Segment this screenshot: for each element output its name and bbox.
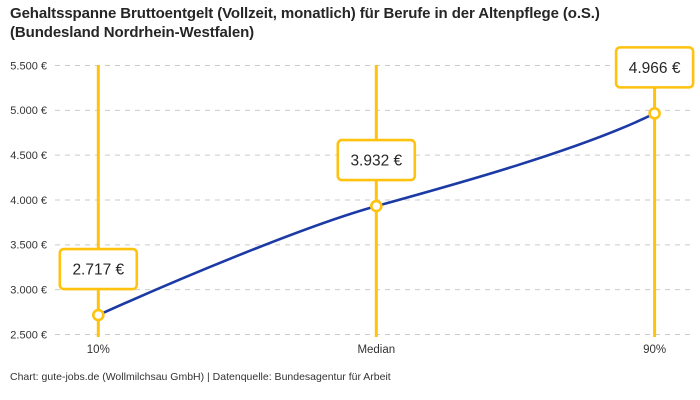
data-point-marker [92, 308, 105, 322]
y-axis-tick-label: 5.500 € [10, 60, 47, 72]
value-callout-box [614, 46, 695, 89]
value-callout-text: 3.932 € [350, 153, 402, 170]
x-axis-tick-label: 90% [643, 344, 666, 356]
x-axis-tick-label: 10% [87, 344, 110, 356]
value-callout-box [58, 247, 139, 291]
y-axis-tick-label: 3.000 € [10, 284, 47, 296]
x-axis-tick-label: Median [357, 344, 395, 356]
y-axis-tick-label: 4.000 € [10, 195, 47, 207]
value-callout-text: 2.717 € [72, 262, 124, 279]
y-axis-tick-label: 5.000 € [10, 105, 47, 117]
y-axis-tick-label: 4.500 € [10, 150, 47, 162]
chart-attribution: Chart: gute-jobs.de (Wollmilchsau GmbH) … [10, 371, 391, 383]
chart-title-line2: (Bundesland Nordrhein-Westfalen) [10, 24, 255, 41]
chart-title-line1: Gehaltsspanne Bruttoentgelt (Vollzeit, m… [10, 5, 600, 22]
value-callout-box [336, 138, 417, 182]
y-axis-tick-label: 3.500 € [10, 240, 47, 252]
y-axis-tick-label: 2.500 € [10, 329, 47, 341]
chart-title: Gehaltsspanne Bruttoentgelt (Vollzeit, m… [10, 4, 692, 42]
data-point-marker [648, 107, 661, 120]
data-point-marker [369, 199, 383, 213]
value-callout-text: 4.966 € [629, 60, 681, 77]
